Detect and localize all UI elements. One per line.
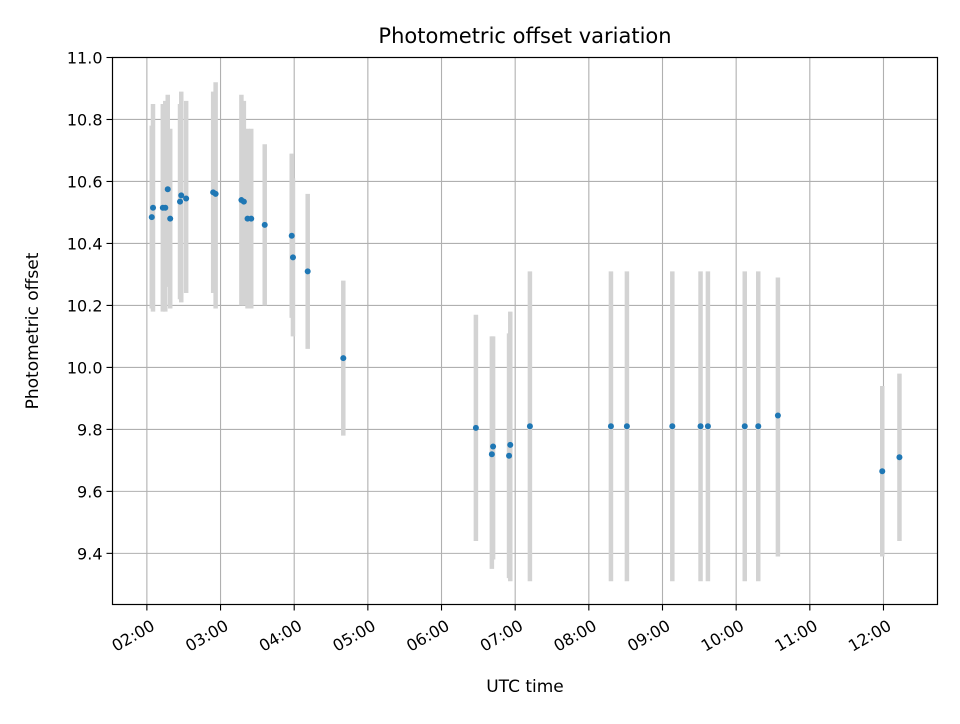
data-point: [506, 452, 513, 459]
data-point: [167, 215, 174, 222]
data-point: [340, 355, 347, 362]
y-tick-label: 10.0: [67, 358, 103, 377]
data-point: [774, 412, 781, 419]
y-tick-label: 11.0: [67, 49, 103, 68]
data-point: [162, 204, 169, 211]
data-point: [177, 198, 184, 205]
y-tick-label: 10.6: [67, 172, 103, 191]
y-tick-label: 9.4: [77, 544, 102, 563]
data-point: [607, 423, 614, 430]
y-tick-label: 10.4: [67, 234, 103, 253]
data-point: [183, 195, 190, 202]
data-point: [288, 232, 295, 239]
data-point: [289, 254, 296, 261]
data-points: [148, 186, 903, 475]
y-tick-label: 10.2: [67, 296, 103, 315]
data-point: [704, 423, 711, 430]
data-point: [697, 423, 704, 430]
data-point: [304, 268, 311, 275]
data-point: [488, 451, 495, 458]
y-axis-label: Photometric offset: [23, 252, 43, 409]
data-point: [669, 423, 676, 430]
data-point: [741, 423, 748, 430]
x-axis-label: UTC time: [486, 677, 564, 697]
data-point: [164, 186, 171, 193]
data-point: [526, 423, 533, 430]
data-point: [150, 204, 157, 211]
y-tick-label: 9.6: [77, 482, 102, 501]
data-point: [148, 214, 155, 221]
chart-title: Photometric offset variation: [378, 24, 671, 48]
data-point: [212, 190, 219, 197]
data-point: [261, 221, 268, 228]
data-point: [896, 454, 903, 461]
grid-lines: [112, 56, 938, 605]
plot-frame: [111, 56, 939, 606]
data-point: [490, 443, 497, 450]
data-point: [507, 441, 514, 448]
data-point: [879, 468, 886, 475]
data-point: [248, 215, 255, 222]
data-point: [472, 424, 479, 431]
y-tick-label: 10.8: [67, 110, 103, 129]
data-point: [240, 198, 247, 205]
y-tick-label: 9.8: [77, 420, 102, 439]
data-point: [755, 423, 762, 430]
y-axis-ticks: 9.4 9.6 9.8 10.0 10.2 10.4 10.6 10.8 11.0: [67, 49, 113, 563]
data-point: [178, 192, 185, 199]
data-point: [623, 423, 630, 430]
